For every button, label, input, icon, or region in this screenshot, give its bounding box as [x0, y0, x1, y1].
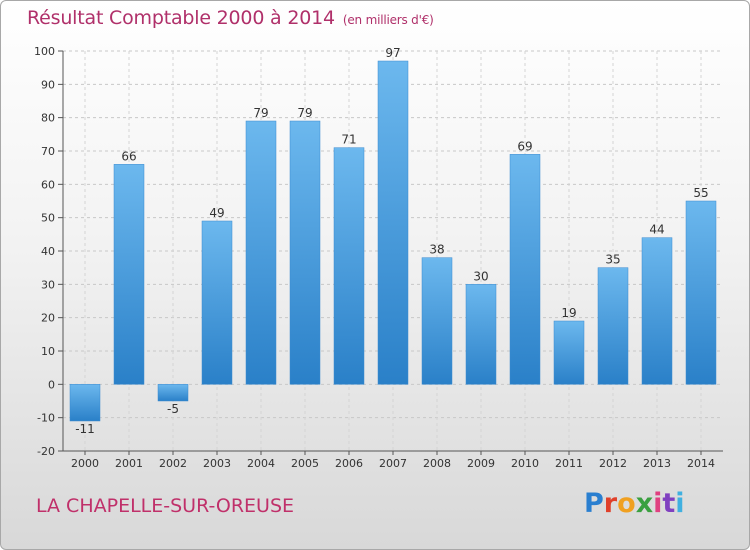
bar-2011 — [553, 320, 585, 385]
bar-2014 — [685, 200, 717, 385]
x-tick-label: 2012 — [599, 457, 627, 470]
value-label-2002: -5 — [167, 402, 179, 416]
logo-letter: i — [653, 488, 663, 519]
logo-letter: P — [584, 488, 604, 519]
chart-title: Résultat Comptable 2000 à 2014 (en millie… — [27, 7, 434, 29]
x-tick-label: 2011 — [555, 457, 583, 470]
y-tick-label: 20 — [41, 312, 55, 325]
x-tick-label: 2008 — [423, 457, 451, 470]
bar-2010 — [509, 154, 541, 385]
bar-2013 — [641, 237, 673, 385]
title-text: Résultat Comptable 2000 à 2014 — [27, 7, 335, 29]
bars — [69, 60, 717, 422]
y-tick-label: 0 — [48, 378, 55, 391]
x-tick-label: 2005 — [291, 457, 319, 470]
y-tick-label: 10 — [41, 345, 55, 358]
y-tick-label: 70 — [41, 145, 55, 158]
value-label-2013: 44 — [649, 223, 664, 237]
value-label-2001: 66 — [121, 149, 136, 163]
x-tick-label: 2002 — [159, 457, 187, 470]
logo-letter: i — [675, 488, 685, 519]
y-tick-labels: -20 -10 0 10 20 30 40 50 60 70 80 90 100 — [34, 45, 55, 458]
bar-2005 — [289, 120, 321, 385]
bar-2002 — [157, 384, 189, 402]
value-label-2007: 97 — [385, 46, 400, 60]
logo-letter: r — [603, 488, 618, 519]
chart-subtitle: (en milliers d'€) — [342, 13, 434, 27]
x-tick-label: 2003 — [203, 457, 231, 470]
value-labels: -11 66 -5 49 79 79 71 97 38 30 69 19 35 44 55 — [75, 46, 708, 436]
y-tick-label: 80 — [41, 112, 55, 125]
value-label-2009: 30 — [473, 269, 488, 283]
logo-letter: t — [662, 488, 676, 519]
x-tick-label: 2006 — [335, 457, 363, 470]
y-tick-label: -10 — [37, 412, 55, 425]
bar-2012 — [597, 267, 629, 385]
value-label-2005: 79 — [297, 106, 312, 120]
x-tick-label: 2001 — [115, 457, 143, 470]
x-tick-label: 2013 — [643, 457, 671, 470]
bar-2007 — [377, 60, 409, 385]
x-tick-label: 2000 — [71, 457, 99, 470]
bar-2009 — [465, 284, 497, 385]
y-tick-label: 40 — [41, 245, 55, 258]
value-label-2008: 38 — [429, 243, 444, 257]
axes — [58, 50, 723, 455]
y-tick-label: 30 — [41, 278, 55, 291]
logo-letter: x — [635, 488, 654, 519]
x-tick-labels: 2000 2001 2002 2003 2004 2005 2006 2007 2008 2009… — [71, 457, 715, 470]
bar-2001 — [113, 164, 145, 385]
x-tick-label: 2014 — [687, 457, 715, 470]
x-tick-label: 2004 — [247, 457, 275, 470]
y-tick-label: -20 — [37, 445, 55, 458]
value-label-2000: -11 — [75, 422, 95, 436]
value-label-2011: 19 — [561, 306, 576, 320]
value-label-2010: 69 — [517, 139, 532, 153]
x-tick-label: 2007 — [379, 457, 407, 470]
commune-name: LA CHAPELLE-SUR-OREUSE — [36, 495, 295, 517]
value-label-2003: 49 — [209, 206, 224, 220]
bar-2003 — [201, 220, 233, 385]
bar-2006 — [333, 147, 365, 385]
y-tick-label: 60 — [41, 178, 55, 191]
x-tick-label: 2010 — [511, 457, 539, 470]
value-label-2004: 79 — [253, 106, 268, 120]
value-label-2006: 71 — [341, 133, 356, 147]
y-tick-label: 90 — [41, 78, 55, 91]
value-label-2012: 35 — [605, 253, 620, 267]
y-tick-label: 50 — [41, 212, 55, 225]
bar-2004 — [245, 120, 277, 385]
value-label-2014: 55 — [693, 186, 708, 200]
bar-2000 — [69, 384, 101, 422]
x-tick-label: 2009 — [467, 457, 495, 470]
proxiti-logo: Proxiti — [584, 488, 685, 519]
y-tick-label: 100 — [34, 45, 55, 58]
logo-letter: o — [617, 488, 636, 519]
bar-2008 — [421, 257, 453, 385]
